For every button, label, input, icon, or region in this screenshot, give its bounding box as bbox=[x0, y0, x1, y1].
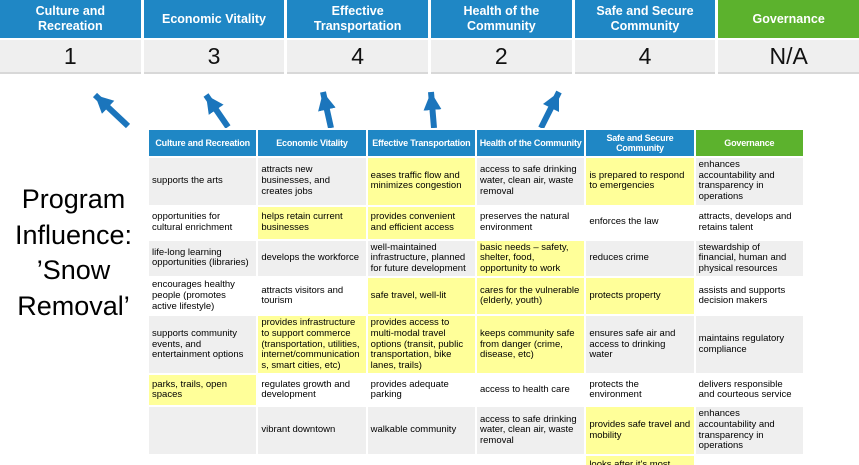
scoreboard-value-row: 1 3 4 2 4 N/A bbox=[0, 40, 859, 74]
matrix-header-health-of-the-community: Health of the Community bbox=[474, 128, 587, 158]
matrix-cell-r8-c4 bbox=[474, 453, 587, 465]
matrix-cell-r2-c4: preserves the natural environment bbox=[474, 204, 587, 241]
scoreboard-value-culture-and-recreation: 1 bbox=[0, 40, 141, 74]
matrix-cell-r7-c2: vibrant downtown bbox=[256, 405, 368, 456]
influence-arrow-health bbox=[423, 91, 442, 129]
matrix-cell-r3-c1: life-long learning opportunities (librar… bbox=[146, 238, 259, 279]
matrix-cell-r5-c3: provides access to multi-modal travel op… bbox=[365, 314, 477, 376]
matrix-row-7: vibrant downtown walkable community access… bbox=[146, 405, 806, 456]
matrix-cell-r8-c1 bbox=[146, 453, 259, 465]
matrix-cell-r2-c1: opportunities for cultural enrichment bbox=[146, 204, 259, 241]
matrix-cell-r7-c4: access to safe drinking water, clean air… bbox=[474, 405, 587, 456]
matrix-cell-r8-c6 bbox=[693, 453, 806, 465]
matrix-cell-r3-c3: well-maintained infrastructure, planned … bbox=[365, 238, 477, 279]
influence-arrow-transportation bbox=[318, 91, 336, 129]
matrix-row-3: life-long learning opportunities (librar… bbox=[146, 238, 806, 279]
matrix-cell-r5-c1: supports community events, and entertain… bbox=[146, 314, 259, 376]
matrix-cell-r5-c6: maintains regulatory compliance bbox=[693, 314, 806, 376]
matrix-cell-r7-c3: walkable community bbox=[365, 405, 477, 456]
matrix-cell-r2-c6: attracts, develops and retains talent bbox=[693, 204, 806, 241]
scoreboard: Culture and Recreation Economic Vitality E… bbox=[0, 0, 859, 74]
scoreboard-header-culture-and-recreation: Culture and Recreation bbox=[0, 0, 141, 38]
matrix-cell-r8-c5: looks after it's most vulnerable bbox=[584, 453, 696, 465]
matrix-cell-r6-c2: regulates growth and development bbox=[256, 373, 368, 408]
matrix-header-governance: Governance bbox=[693, 128, 806, 158]
scoreboard-value-economic-vitality: 3 bbox=[143, 40, 285, 74]
scoreboard-value-safe-and-secure-community: 4 bbox=[574, 40, 716, 74]
matrix-header-row: Culture and Recreation Economic Vitality E… bbox=[146, 128, 806, 158]
scoreboard-value-health-of-the-community: 2 bbox=[431, 40, 572, 74]
matrix-cell-r8-c3 bbox=[365, 453, 477, 465]
scoreboard-header-economic-vitality: Economic Vitality bbox=[143, 0, 285, 38]
matrix-cell-r4-c5: protects property bbox=[584, 276, 696, 317]
scoreboard-value-governance: N/A bbox=[718, 40, 859, 74]
scoreboard-header-effective-transportation: Effective Transportation bbox=[287, 0, 428, 38]
matrix-cell-r2-c5: enforces the law bbox=[584, 204, 696, 241]
matrix-cell-r3-c4: basic needs – safety, shelter, food, opp… bbox=[474, 238, 587, 279]
matrix-header-safe-and-secure-community: Safe and Secure Community bbox=[584, 128, 696, 158]
matrix-row-5: supports community events, and entertain… bbox=[146, 314, 806, 376]
matrix-header-economic-vitality: Economic Vitality bbox=[256, 128, 368, 158]
matrix-cell-r1-c6: enhances accountability and transparency… bbox=[693, 156, 806, 207]
matrix-row-1: supports the arts attracts new businesses… bbox=[146, 156, 806, 207]
matrix-cell-r6-c3: provides adequate parking bbox=[365, 373, 477, 408]
scoreboard-header-row: Culture and Recreation Economic Vitality E… bbox=[0, 0, 859, 38]
matrix-cell-r5-c4: keeps community safe from danger (crime,… bbox=[474, 314, 587, 376]
matrix-cell-r2-c2: helps retain current businesses bbox=[256, 204, 368, 241]
matrix-cell-r3-c2: develops the workforce bbox=[256, 238, 368, 279]
program-influence-title: Program Influence: ’Snow Removal’ bbox=[14, 184, 133, 321]
influence-arrow-economic bbox=[203, 93, 231, 129]
scoreboard-value-effective-transportation: 4 bbox=[287, 40, 428, 74]
matrix-row-6: parks, trails, open spaces regulates grow… bbox=[146, 373, 806, 408]
matrix-cell-r7-c1 bbox=[146, 405, 259, 456]
matrix-cell-r7-c5: provides safe travel and mobility bbox=[584, 405, 696, 456]
matrix-cell-r2-c3: provides convenient and efficient access bbox=[365, 204, 477, 241]
matrix-cell-r4-c2: attracts visitors and tourism bbox=[256, 276, 368, 317]
matrix-header-culture-and-recreation: Culture and Recreation bbox=[146, 128, 259, 158]
scoreboard-header-safe-and-secure-community: Safe and Secure Community bbox=[574, 0, 716, 38]
priority-matrix: Culture and Recreation Economic Vitality E… bbox=[146, 128, 806, 465]
matrix-row-8: looks after it's most vulnerable bbox=[146, 453, 806, 465]
matrix-cell-r6-c6: delivers responsible and courteous servi… bbox=[693, 373, 806, 408]
matrix-header-row: Culture and Recreation Economic Vitality E… bbox=[146, 128, 806, 158]
matrix-cell-r6-c4: access to health care bbox=[474, 373, 587, 408]
matrix-cell-r1-c5: is prepared to respond to emergencies bbox=[584, 156, 696, 207]
matrix-cell-r7-c6: enhances accountability and transparency… bbox=[693, 405, 806, 456]
matrix-cell-r1-c4: access to safe drinking water, clean air… bbox=[474, 156, 587, 207]
matrix-header-effective-transportation: Effective Transportation bbox=[365, 128, 477, 158]
influence-arrow-culture bbox=[92, 92, 131, 129]
matrix-cell-r3-c5: reduces crime bbox=[584, 238, 696, 279]
influence-arrow-safe bbox=[538, 90, 562, 130]
matrix-cell-r6-c5: protects the environment bbox=[584, 373, 696, 408]
scoreboard-header-health-of-the-community: Health of the Community bbox=[431, 0, 572, 38]
scoreboard-header-governance: Governance bbox=[718, 0, 859, 38]
matrix-cell-r5-c5: ensures safe air and access to drinking … bbox=[584, 314, 696, 376]
matrix-cell-r1-c1: supports the arts bbox=[146, 156, 259, 207]
matrix-row-4: encourages healthy people (promotes acti… bbox=[146, 276, 806, 317]
matrix-cell-r8-c2 bbox=[256, 453, 368, 465]
matrix-cell-r4-c1: encourages healthy people (promotes acti… bbox=[146, 276, 259, 317]
matrix-cell-r6-c1: parks, trails, open spaces bbox=[146, 373, 259, 408]
matrix-row-2: opportunities for cultural enrichment hel… bbox=[146, 204, 806, 241]
matrix-cell-r1-c2: attracts new businesses, and creates job… bbox=[256, 156, 368, 207]
matrix-cell-r1-c3: eases traffic flow and minimizes congest… bbox=[365, 156, 477, 207]
matrix-cell-r4-c3: safe travel, well-lit bbox=[365, 276, 477, 317]
matrix-cell-r4-c6: assists and supports decision makers bbox=[693, 276, 806, 317]
matrix-body: supports the arts attracts new businesses… bbox=[146, 156, 806, 465]
matrix-cell-r3-c6: stewardship of financial, human and phys… bbox=[693, 238, 806, 279]
matrix-cell-r4-c4: cares for the vulnerable (elderly, youth… bbox=[474, 276, 587, 317]
matrix-cell-r5-c2: provides infrastructure to support comme… bbox=[256, 314, 368, 376]
